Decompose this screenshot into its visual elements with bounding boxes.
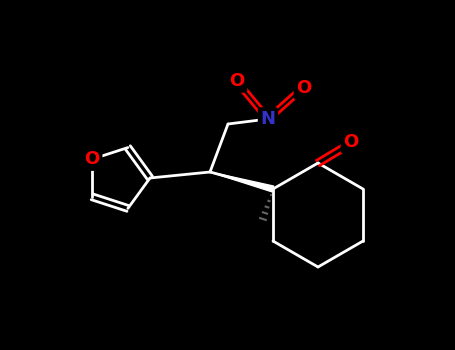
Text: O: O bbox=[344, 133, 359, 151]
Text: O: O bbox=[85, 150, 100, 168]
Text: N: N bbox=[261, 110, 275, 128]
Polygon shape bbox=[210, 172, 274, 192]
Text: O: O bbox=[229, 72, 245, 90]
Text: O: O bbox=[296, 79, 312, 97]
